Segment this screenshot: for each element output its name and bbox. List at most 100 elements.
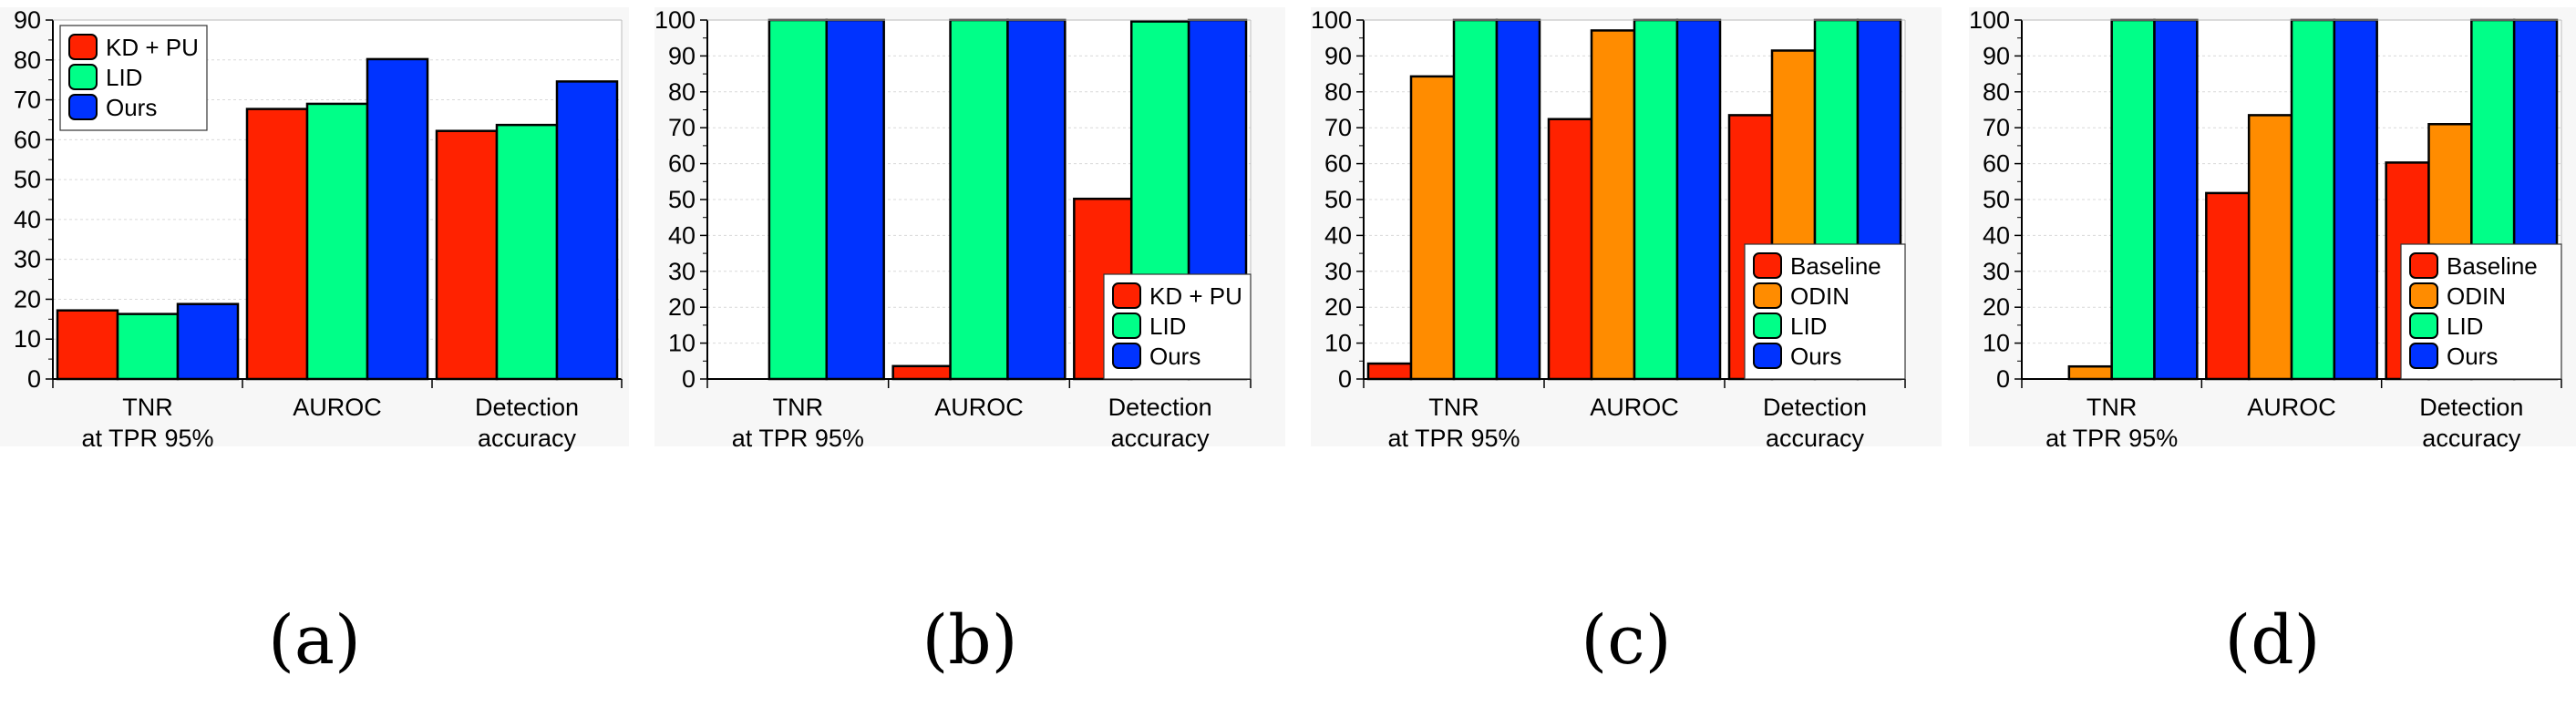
y-tick-label: 40 [14, 206, 41, 233]
legend-swatch [68, 94, 98, 120]
legend-swatch [1753, 343, 1782, 369]
bar-odin-2 [2247, 114, 2293, 381]
bar-kd-pu-2 [891, 364, 952, 381]
y-tick-label: 70 [668, 114, 696, 141]
bar-kd-pu-3 [435, 129, 499, 381]
x-category-label: at TPR 95% [732, 425, 864, 452]
x-category-label: accuracy [1766, 425, 1865, 452]
bar-ours-2 [1006, 18, 1066, 381]
x-category-label: Detection [1763, 394, 1867, 421]
legend-swatch [2409, 343, 2438, 369]
legend-swatch [2409, 282, 2438, 309]
legend-swatch [2409, 313, 2438, 339]
y-tick-label: 90 [668, 42, 696, 69]
legend-label: LID [2447, 313, 2483, 340]
x-category-label: AUROC [1590, 394, 1679, 421]
bar-baseline-2 [1547, 118, 1593, 381]
y-tick-label: 50 [668, 186, 696, 213]
y-tick-label: 80 [668, 78, 696, 106]
y-tick-label: 10 [668, 330, 696, 357]
legend-label: KD + PU [1149, 282, 1242, 310]
bar-lid-2 [305, 102, 369, 381]
y-tick-label: 50 [1983, 186, 2010, 213]
chart-panel-2: 0 10 20 30 40 50 60 70 80 90 100 TNR at TPR 95% AUROC… [654, 6, 1285, 680]
legend-label: ODIN [2447, 282, 2506, 310]
y-tick-label: 90 [14, 6, 41, 34]
x-category-label: TNR [773, 394, 824, 421]
y-tick-label: 60 [1983, 150, 2010, 178]
y-tick-label: 0 [1338, 365, 1352, 393]
bar-kd-pu-2 [245, 108, 309, 381]
x-category-label: accuracy [478, 425, 577, 452]
legend-swatch [1112, 313, 1141, 339]
y-tick-label: 10 [1324, 330, 1352, 357]
bar-lid-1 [2110, 18, 2156, 381]
bar-kd-pu-1 [56, 309, 119, 381]
subfigure-label: (c) [1581, 601, 1671, 680]
legend: KD + PU LID Ours [59, 25, 208, 131]
legend-label: LID [1149, 313, 1186, 340]
bar-ours-3 [555, 80, 619, 381]
x-category-label: accuracy [2422, 425, 2521, 452]
y-tick-label: 100 [1311, 6, 1352, 34]
legend-swatch [1753, 313, 1782, 339]
subfigure-label: (d) [2224, 601, 2320, 680]
legend-label: Ours [1790, 343, 1841, 370]
bar-lid-1 [1452, 18, 1499, 381]
subfigure-label: (b) [922, 601, 1017, 680]
y-tick-label: 100 [654, 6, 696, 34]
y-tick-label: 80 [14, 46, 41, 74]
bar-lid-2 [2290, 18, 2336, 381]
y-tick-label: 90 [1324, 42, 1352, 69]
y-tick-label: 0 [27, 365, 41, 393]
y-tick-label: 50 [1324, 186, 1352, 213]
bar-ours-2 [2333, 18, 2378, 381]
y-tick-label: 70 [14, 87, 41, 114]
bar-ours-2 [1675, 18, 1722, 381]
bar-lid-2 [1633, 18, 1679, 381]
bar-lid-2 [949, 18, 1009, 381]
bar-odin-2 [1590, 29, 1636, 381]
y-tick-label: 40 [1983, 221, 2010, 249]
x-category-label: Detection [475, 394, 579, 421]
y-tick-label: 40 [1324, 221, 1352, 249]
y-tick-label: 10 [1983, 330, 2010, 357]
y-tick-label: 80 [1324, 78, 1352, 106]
x-category-label: TNR [2087, 394, 2138, 421]
y-tick-label: 40 [668, 221, 696, 249]
subfigure-label: (a) [268, 601, 361, 680]
bar-ours-2 [366, 57, 429, 381]
y-tick-label: 0 [1996, 365, 2010, 393]
legend-label: Baseline [2447, 252, 2538, 280]
legend-swatch [1753, 252, 1782, 279]
y-tick-label: 20 [14, 285, 41, 313]
x-category-label: accuracy [1111, 425, 1211, 452]
legend-label: ODIN [1790, 282, 1850, 310]
chart-panel-3: 0 10 20 30 40 50 60 70 80 90 100 TNR at TPR 95% AUROC… [1311, 6, 1942, 680]
y-tick-label: 20 [1983, 293, 2010, 321]
bar-ours-1 [2153, 18, 2199, 381]
y-tick-label: 50 [14, 166, 41, 193]
bar-ours-1 [1495, 18, 1541, 381]
bar-baseline-2 [2205, 191, 2251, 381]
x-category-label: TNR [1428, 394, 1479, 421]
x-category-label: AUROC [293, 394, 382, 421]
chart-panel-1: 0 10 20 30 40 50 60 70 80 90 TNR at TPR 95% AUROC Det… [0, 6, 629, 680]
x-category-label: AUROC [934, 394, 1024, 421]
x-category-label: at TPR 95% [81, 425, 213, 452]
y-tick-label: 70 [1324, 114, 1352, 141]
legend: KD + PU LID Ours [1103, 273, 1252, 380]
y-tick-label: 30 [1983, 258, 2010, 285]
y-tick-label: 70 [1983, 114, 2010, 141]
legend-swatch [1112, 282, 1141, 309]
y-tick-label: 90 [1983, 42, 2010, 69]
x-category-label: TNR [122, 394, 173, 421]
bar-lid-1 [116, 313, 180, 381]
legend-swatch [68, 34, 98, 60]
legend-label: Baseline [1790, 252, 1881, 280]
legend-swatch [1753, 282, 1782, 309]
bar-lid-1 [768, 18, 829, 381]
bar-odin-1 [2067, 364, 2113, 381]
